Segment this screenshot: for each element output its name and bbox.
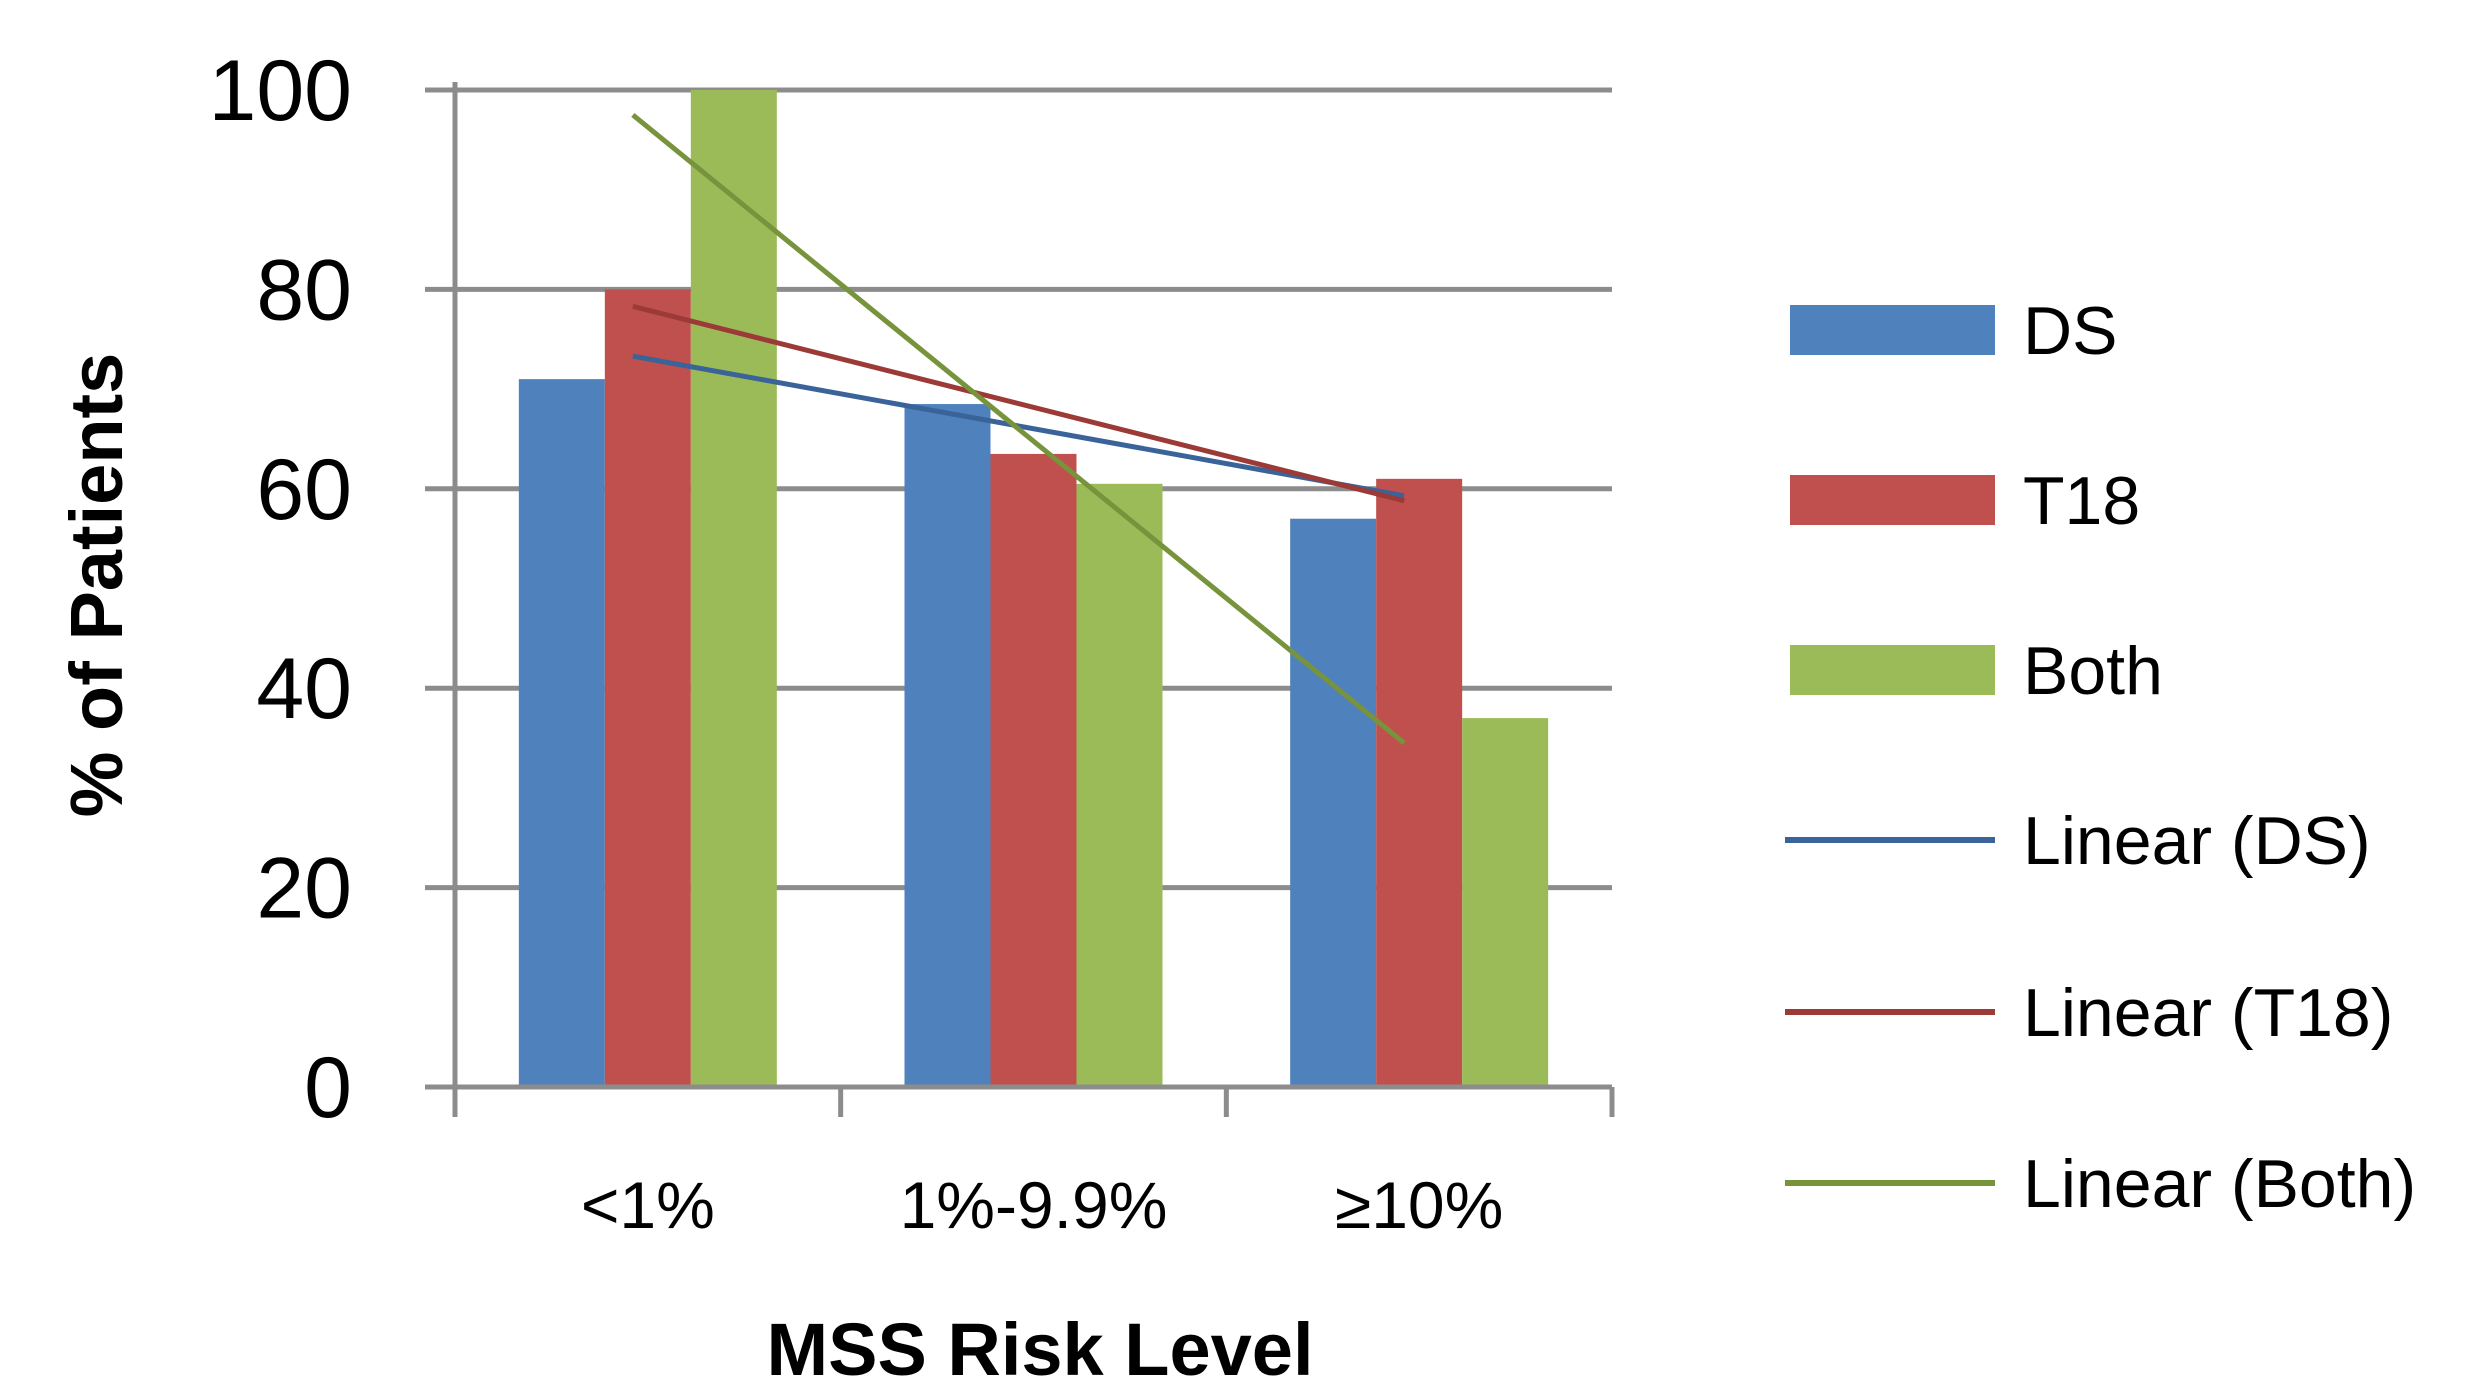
y-tick-labels: 0 20 40 60 80 100 xyxy=(209,43,353,1136)
legend-swatch-ds xyxy=(1790,305,1995,355)
legend-label-linear-ds: Linear (DS) xyxy=(2023,803,2371,879)
y-tick-label: 40 xyxy=(256,641,352,737)
bar-ds-2 xyxy=(904,404,991,1087)
legend-label-t18: T18 xyxy=(2023,463,2140,539)
bar-t18-1 xyxy=(604,289,691,1087)
bars xyxy=(518,90,1549,1088)
x-axis-title: MSS Risk Level xyxy=(766,1308,1313,1377)
legend: DS T18 Both Linear (DS) Linear (T18) Linear (… xyxy=(1785,293,2416,1222)
legend-label-both: Both xyxy=(2023,633,2163,709)
legend-label-linear-both: Linear (Both) xyxy=(2023,1146,2416,1222)
trendlines xyxy=(631,112,1406,745)
y-tick-label: 100 xyxy=(209,43,353,139)
y-tick-label: 20 xyxy=(256,841,352,937)
y-axis-title: % of Patients xyxy=(55,353,138,818)
x-tick-label: 1%-9.9% xyxy=(900,1168,1168,1242)
y-tick-label: 0 xyxy=(304,1040,352,1136)
bar-t18-3 xyxy=(1376,478,1463,1088)
legend-label-linear-t18: Linear (T18) xyxy=(2023,975,2393,1051)
legend-swatch-both xyxy=(1790,645,1995,695)
axes xyxy=(425,82,1615,1117)
trendline-linear-both xyxy=(631,112,1406,745)
y-tick-label: 60 xyxy=(256,442,352,538)
bar-both-1 xyxy=(690,90,777,1087)
bar-both-3 xyxy=(1462,718,1549,1087)
x-tick-label: ≥10% xyxy=(1335,1168,1503,1242)
x-tick-label: <1% xyxy=(581,1168,715,1242)
x-tick-labels: <1% 1%-9.9% ≥10% xyxy=(581,1168,1503,1242)
legend-label-ds: DS xyxy=(2023,293,2117,369)
bar-both-2 xyxy=(1076,483,1163,1087)
bar-ds-3 xyxy=(1290,518,1377,1087)
trendline-linear-t18 xyxy=(632,303,1405,504)
y-tick-label: 80 xyxy=(256,242,352,338)
bar-t18-2 xyxy=(990,453,1077,1087)
bar-ds-1 xyxy=(518,379,605,1087)
legend-swatch-t18 xyxy=(1790,475,1995,525)
